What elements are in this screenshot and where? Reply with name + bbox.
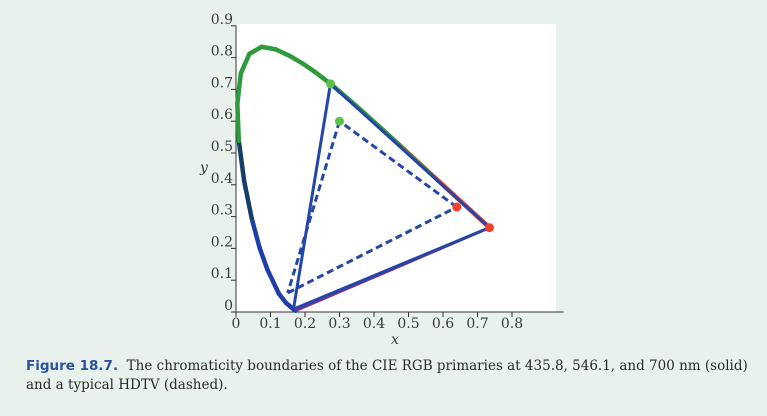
- axes: 0 0.1 0.2 0.3 0.4 0.5 0.6 0.7 0.8 0 0.1 0.2 0.3 0.4 0.…: [211, 12, 564, 332]
- x-tick-label: 0.3: [328, 316, 350, 332]
- plot-area: [236, 24, 556, 312]
- y-tick-label: 0.1: [211, 266, 233, 282]
- locus-segment: [265, 267, 282, 296]
- caption-text: The chromaticity boundaries of the CIE R…: [26, 358, 748, 393]
- locus-segment: [235, 71, 244, 107]
- y-tick-label: 0.4: [211, 171, 233, 187]
- locus-segment: [241, 178, 254, 221]
- x-axis-label: x: [391, 332, 399, 345]
- y-tick-label: 0.2: [211, 234, 233, 250]
- y-tick-label: 0.6: [211, 107, 233, 123]
- primary-marker: [484, 223, 494, 233]
- x-tick-label: 0.5: [397, 316, 419, 332]
- x-tick-label: 0.1: [259, 316, 281, 332]
- primary-marker: [452, 202, 462, 212]
- x-tick-label: 0.2: [294, 316, 316, 332]
- cie-rgb-gamut-edge: [291, 83, 332, 310]
- y-tick-label: 0.8: [211, 44, 233, 60]
- primary-marker: [325, 79, 335, 89]
- x-tick-label: 0.8: [501, 316, 523, 332]
- chromaticity-chart: 0 0.1 0.2 0.3 0.4 0.5 0.6 0.7 0.8 0 0.1 0.2 0.3 0.4 0.…: [199, 12, 564, 345]
- locus-segment: [238, 51, 252, 76]
- hdtv-gamut-edge: [286, 120, 341, 294]
- series-layer: [286, 82, 491, 311]
- x-tick-label: 0.4: [363, 316, 385, 332]
- x-tick-label: 0: [232, 316, 241, 332]
- locus-segment: [259, 44, 278, 52]
- locus-segment: [249, 215, 262, 251]
- locus-segment: [247, 44, 264, 57]
- markers-layer: [325, 79, 494, 233]
- cie-rgb-gamut-edge: [329, 82, 491, 229]
- cie-rgb-gamut-edge: [292, 226, 491, 311]
- hdtv-gamut-edge: [338, 119, 458, 209]
- caption-number: Figure 18.7.: [26, 358, 119, 374]
- locus-segment: [235, 101, 242, 144]
- y-axis-label: y: [199, 160, 209, 176]
- y-tick-label: 0.3: [211, 203, 233, 219]
- primary-marker: [335, 116, 344, 126]
- locus-segment: [300, 61, 318, 75]
- y-tick-label: 0: [224, 298, 233, 314]
- locus-segment: [236, 138, 247, 184]
- x-tick-label: 0.6: [432, 316, 454, 332]
- locus-segment: [257, 245, 270, 273]
- locus-segment: [273, 47, 292, 58]
- locus-segment: [312, 69, 330, 84]
- y-tick-label: 0.5: [211, 139, 233, 155]
- y-tick-label: 0.9: [211, 12, 233, 28]
- hdtv-gamut-edge: [287, 205, 458, 295]
- y-tick-label: 0.7: [211, 75, 233, 91]
- figure-caption: Figure 18.7. The chromaticity boundaries…: [26, 357, 756, 395]
- locus-segment: [287, 53, 305, 66]
- x-tick-label: 0.7: [466, 316, 488, 332]
